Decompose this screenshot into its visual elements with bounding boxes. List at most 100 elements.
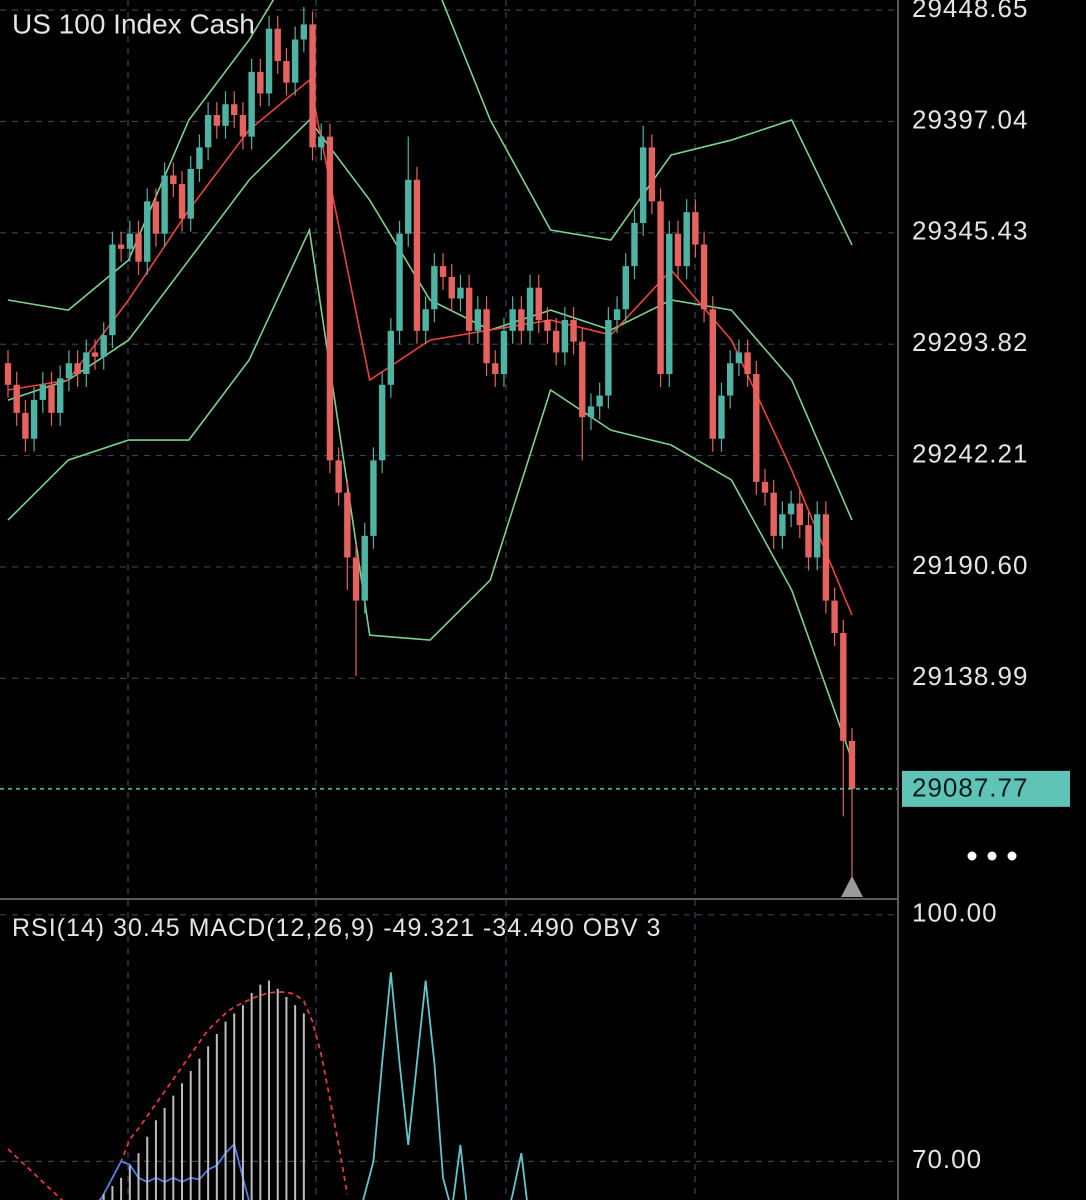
histogram-bar [268, 980, 271, 1200]
candle-body [74, 363, 81, 375]
candle-body [352, 557, 360, 601]
candle-body [239, 115, 247, 137]
histogram-bar [111, 1186, 114, 1200]
candle-body [178, 184, 186, 219]
chart-title: US 100 Index Cash [12, 8, 255, 39]
indicator-label: MACD(12,26,9) [189, 914, 376, 942]
y-tick-label: 29190.60 [912, 550, 1028, 580]
candle-body [274, 28, 281, 62]
candle-body [413, 179, 421, 331]
histogram-bar [302, 1013, 305, 1200]
candle-body [309, 24, 316, 148]
candle-body [718, 395, 725, 439]
candle-body [831, 600, 838, 633]
candle-body [666, 233, 673, 375]
candle-body [4, 363, 12, 385]
candle-body [587, 406, 595, 418]
candle-body [726, 363, 734, 396]
indicator-line [7, 991, 349, 1200]
candle-body [318, 136, 325, 148]
histogram-bar [189, 1070, 192, 1200]
candle-body [787, 503, 795, 515]
more-button[interactable] [967, 851, 1017, 861]
candle-body [283, 61, 290, 83]
candle-body [405, 179, 412, 234]
candle-body [213, 115, 221, 126]
price-grid [0, 9, 898, 679]
candle-body [187, 168, 194, 219]
candle-body [761, 481, 769, 493]
candle-body [596, 395, 603, 407]
indicator-labels: RSI(14) 30.45 MACD(12,26,9) -49.321 -34.… [12, 914, 661, 942]
indicator-plot [7, 972, 528, 1200]
scroll-marker[interactable] [841, 876, 863, 897]
y-tick-label: 29293.82 [912, 327, 1028, 357]
vertical-grid [127, 0, 696, 1200]
candle-body [535, 287, 542, 321]
histogram-bar [259, 984, 262, 1200]
candle-body [344, 492, 351, 558]
histogram-bar [137, 1153, 140, 1200]
histogram-bar [250, 992, 253, 1200]
candle-body [492, 363, 499, 375]
candle-body [570, 320, 577, 342]
candle-body [770, 492, 777, 536]
histogram-bar [207, 1046, 210, 1200]
histogram-bar [233, 1013, 236, 1200]
candle-body [822, 514, 830, 601]
candle-body [13, 384, 20, 413]
candle-body [30, 399, 38, 439]
candle-body [100, 335, 107, 357]
candle-body [196, 147, 203, 169]
candle-body [474, 309, 482, 331]
candle-body [335, 460, 342, 493]
candle-body [300, 24, 308, 40]
y-tick-label: 70.00 [912, 1144, 982, 1174]
candle-body [692, 212, 699, 245]
histogram-bar [102, 1194, 105, 1200]
histogram-bar [215, 1033, 218, 1200]
indicator-value: 30.45 [113, 914, 181, 942]
dot [1007, 851, 1017, 861]
candle-body [422, 309, 429, 331]
candle-body [622, 266, 629, 310]
candle-body [483, 309, 490, 364]
candle-body [605, 320, 612, 396]
candle-body [700, 244, 708, 310]
candle-body [370, 460, 377, 536]
candle-body [448, 276, 455, 299]
price-plot [0, 0, 898, 882]
indicator-value: -49.321 [383, 914, 475, 942]
overlay-line [7, 118, 853, 521]
y-tick-label: 29448.65 [912, 0, 1028, 23]
last-price-label: 29087.77 [912, 773, 1028, 803]
y-tick-label: 29138.99 [912, 661, 1028, 691]
histogram-bar [276, 988, 279, 1200]
candle-body [465, 287, 473, 331]
histogram-bar [120, 1177, 123, 1200]
candle-body [204, 115, 212, 148]
candle-body [613, 309, 621, 321]
overlay-line [7, 227, 853, 761]
candle-body [552, 330, 560, 353]
indicator-value: -34.490 [483, 914, 575, 942]
indicator-line [362, 972, 528, 1200]
candle-body [840, 632, 847, 741]
dot [967, 851, 977, 861]
indicator-grid [0, 914, 898, 1162]
candle-body [248, 71, 255, 137]
candle-body [796, 503, 803, 526]
candle-body [117, 244, 125, 249]
candle-body [257, 71, 264, 94]
candle-body [518, 309, 525, 331]
indicator-header: RSI(14) 30.45 MACD(12,26,9) -49.321 -34.… [12, 914, 661, 942]
candle-body [387, 330, 395, 385]
candle-body [135, 233, 142, 262]
candle-body [579, 341, 586, 418]
candle-body [779, 514, 786, 536]
candle-body [457, 287, 464, 299]
candle-body [544, 320, 551, 331]
candle-body [291, 39, 299, 83]
candle-body [39, 384, 47, 400]
candle-body [805, 525, 812, 558]
